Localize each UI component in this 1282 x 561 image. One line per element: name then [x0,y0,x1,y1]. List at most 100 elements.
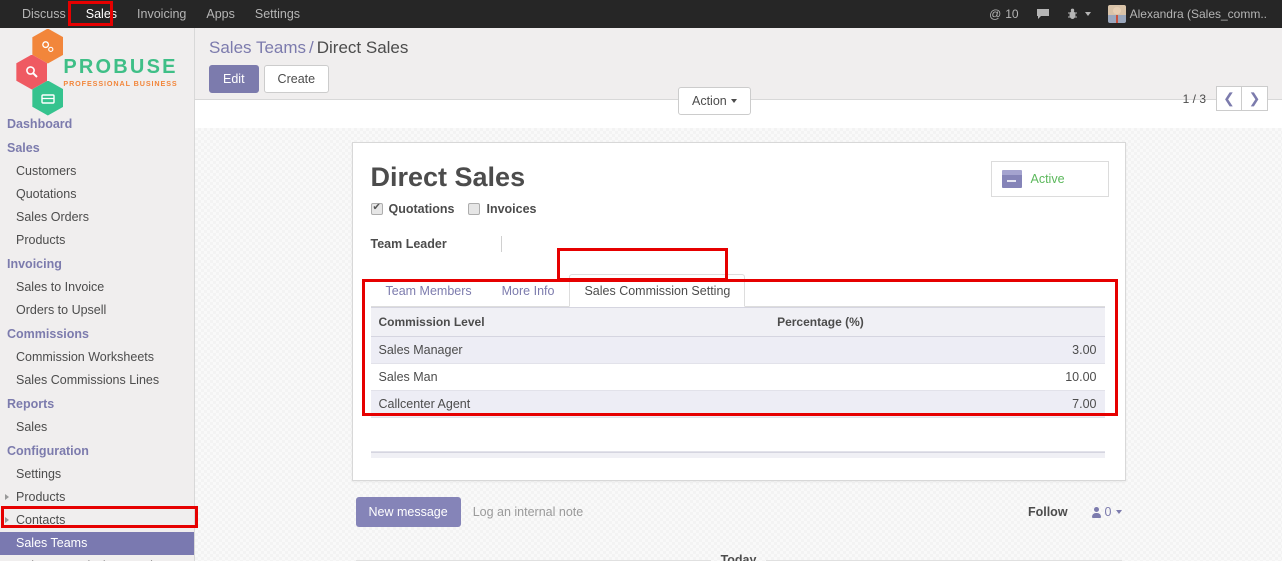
mentions-indicator[interactable]: @ 10 [982,3,1026,25]
follower-count: 0 [1104,505,1112,519]
logo-hexagons [16,28,64,116]
sidebar-item-sales-commissions-lines[interactable]: Sales Commissions Lines [16,373,160,387]
sidebar-item-settings[interactable]: Settings [16,467,62,481]
app-logo[interactable]: PROBUSE PROFESSIONAL BUSINESS [0,28,194,116]
sidebar-section-configuration: Configuration [7,444,89,458]
logo-brand: PROBUSE [63,55,178,78]
control-panel: Sales Teams / Direct Sales Edit Create Act… [195,28,1282,115]
tab-sales-commission-setting[interactable]: Sales Commission Setting [569,274,746,307]
sidebar-item-customers[interactable]: Customers [16,164,77,178]
sidebar-item-products[interactable]: Products [16,233,66,247]
tab-more-info[interactable]: More Info [501,284,555,298]
page-title: Direct Sales [370,162,526,192]
quotations-checkbox[interactable] [370,202,383,215]
invoices-checkbox[interactable] [468,203,481,215]
team-leader-field[interactable] [500,236,1105,252]
tab-team-members[interactable]: Team Members [385,284,472,298]
table-row[interactable]: Callcenter Agent 7.00 [370,390,1105,418]
thread-date-separator: Today [355,553,1122,561]
avatar [1107,5,1126,23]
follower-count-dropdown[interactable]: 0 [1091,505,1122,519]
commission-table-body: Sales Manager 3.00 Sales Man 10.00 Callc… [370,336,1105,452]
sidebar-item-reports-sales[interactable]: Sales [16,420,48,434]
menu-discuss[interactable]: Discuss [22,6,66,21]
column-percentage[interactable]: Percentage (%) [769,307,1105,337]
sidebar-item-orders-to-upsell[interactable]: Orders to Upsell [16,303,107,317]
table-footer-bar [370,452,1105,458]
bug-icon [1067,8,1077,19]
pager-next-button[interactable]: ❯ [1242,86,1268,111]
sidebar-menu: Dashboard Sales Customers Quotations Sal… [0,112,194,561]
user-menu[interactable]: Alexandra (Sales_comm.. [1101,1,1274,27]
cell-commission-level: Sales Man [370,363,770,391]
action-dropdown-button[interactable]: Action [678,87,751,115]
commission-table-head: Commission Level Percentage (%) [370,307,1105,337]
chevron-down-icon [730,99,737,103]
cell-empty-percentage [769,417,1105,452]
menu-sales[interactable]: Sales [85,6,118,21]
sidebar-item-contacts[interactable]: Contacts [0,509,194,532]
mention-count: 10 [1005,7,1019,21]
new-message-button[interactable]: New message [355,497,461,527]
menu-settings[interactable]: Settings [254,6,301,21]
cell-commission-level: Sales Manager [370,336,770,364]
cell-percentage: 3.00 [769,336,1105,364]
team-leader-row: Team Leader [371,236,1105,252]
action-label: Action [692,94,727,108]
sidebar-item-sales-orders[interactable]: Sales Orders [16,210,89,224]
sidebar-item-quotations[interactable]: Quotations [16,187,77,201]
separator-line-right [766,559,1122,561]
pager-previous-button[interactable]: ❮ [1216,86,1242,111]
column-commission-level[interactable]: Commission Level [370,307,770,337]
pager-text: 1 / 3 [1182,91,1206,106]
breadcrumb-sales-teams[interactable]: Sales Teams [209,38,307,57]
menu-apps[interactable]: Apps [206,6,235,21]
table-row[interactable]: Sales Man 10.00 [370,363,1105,391]
commission-table: Commission Level Percentage (%) Sales Ma… [370,307,1105,452]
table-empty-row[interactable] [370,417,1105,452]
top-systray: @ 10 Alexandra (Sales_comm.. [982,0,1282,28]
sidebar-section-reports: Reports [7,397,55,411]
debug-menu[interactable] [1060,4,1098,24]
at-icon: @ [989,7,1002,21]
chevron-down-icon [1084,12,1091,16]
briefcase-icon [32,80,64,116]
top-menu-list: Discuss Sales Invoicing Apps Settings [0,0,310,28]
archive-box-icon [1001,170,1022,188]
invoices-label: Invoices [486,202,537,216]
status-badge: Active [1030,172,1065,186]
sidebar-item-commission-worksheets[interactable]: Commission Worksheets [16,350,155,364]
sidebar-section-commissions: Commissions [7,327,89,341]
chevron-down-icon [1115,510,1122,514]
chatter: New message Log an internal note Follow … [352,497,1126,561]
log-internal-note-button[interactable]: Log an internal note [472,505,584,519]
user-name: Alexandra (Sales_comm.. [1129,7,1267,21]
separator-line-left [355,559,711,561]
sidebar-item-config-products[interactable]: Products [0,486,194,509]
table-row[interactable]: Sales Manager 3.00 [370,336,1105,364]
control-panel-buttons: Edit Create [209,65,1268,93]
chatter-followers: Follow 0 [1028,505,1122,519]
cell-empty-level [370,417,770,452]
object-type-checkboxes: Quotations Invoices [370,202,1105,216]
active-status-button[interactable]: Active [990,161,1109,197]
sidebar: PROBUSE PROFESSIONAL BUSINESS Dashboard … [0,28,195,561]
sidebar-item-sales-to-invoice[interactable]: Sales to Invoice [16,280,105,294]
create-button[interactable]: Create [263,65,330,93]
notebook-tabs: Team Members More Info Sales Commission … [370,274,1105,307]
chat-bubble-icon[interactable] [1029,4,1057,24]
quotations-label: Quotations [388,202,455,216]
menu-invoicing[interactable]: Invoicing [137,6,187,21]
form-background: Active Direct Sales Quotations Invoices … [195,128,1282,561]
sidebar-item-sales-commission-levels[interactable]: Sales Commission Levels [0,555,194,561]
sidebar-item-sales-teams[interactable]: Sales Teams [0,532,194,555]
sidebar-section-sales: Sales [7,141,40,155]
edit-button[interactable]: Edit [209,65,259,93]
team-leader-label: Team Leader [370,237,447,251]
sidebar-section-dashboard[interactable]: Dashboard [7,117,73,131]
pager: 1 / 3 ❮ ❯ [1183,86,1268,111]
breadcrumb-current: Direct Sales [316,38,409,57]
person-icon [1091,506,1101,518]
follow-button[interactable]: Follow [1027,505,1068,519]
cell-percentage: 7.00 [769,390,1105,418]
